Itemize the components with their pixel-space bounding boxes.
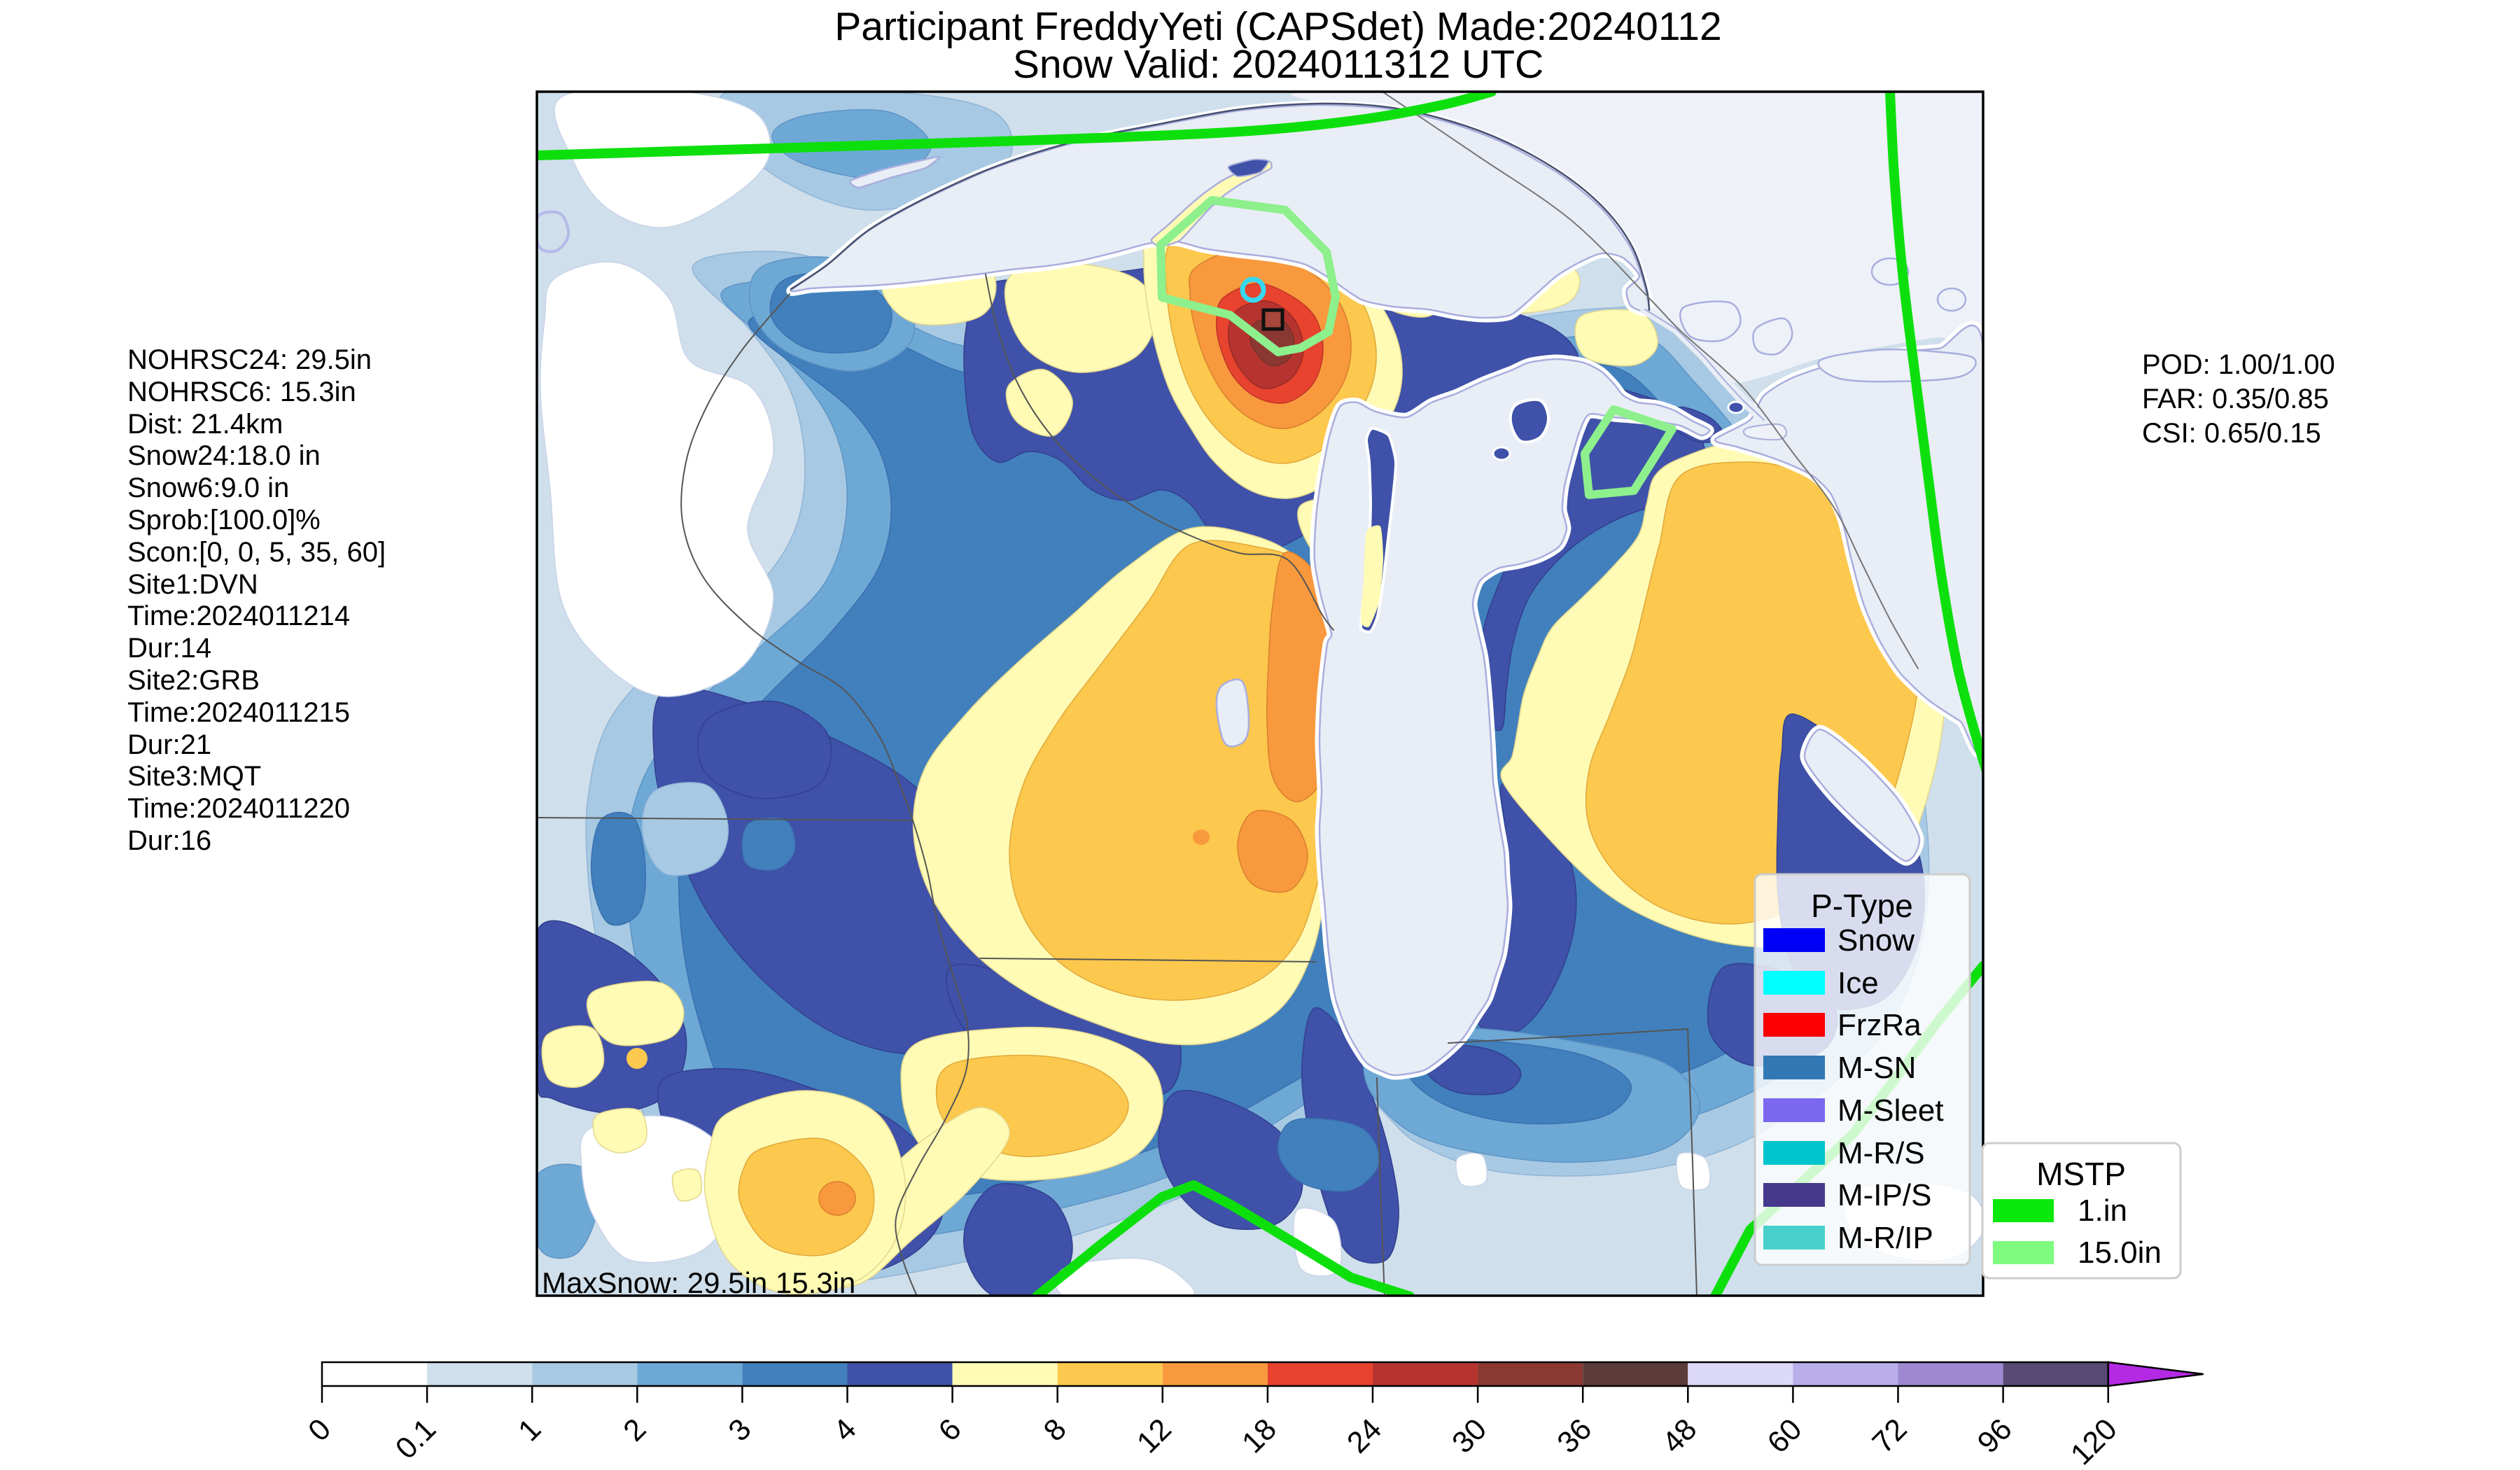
- svg-text:M-SN: M-SN: [1837, 1051, 1916, 1085]
- svg-text:Dur:14: Dur:14: [127, 633, 211, 664]
- svg-text:Snow Valid: 2024011312 UTC: Snow Valid: 2024011312 UTC: [1013, 42, 1544, 87]
- svg-text:CSI: 0.65/0.15: CSI: 0.65/0.15: [2142, 418, 2321, 449]
- svg-text:Snow24:18.0 in: Snow24:18.0 in: [127, 440, 321, 471]
- svg-text:Dur:16: Dur:16: [127, 825, 211, 856]
- svg-text:M-Sleet: M-Sleet: [1837, 1093, 1944, 1128]
- svg-text:1.in: 1.in: [2078, 1194, 2127, 1228]
- svg-text:Site1:DVN: Site1:DVN: [127, 569, 258, 600]
- svg-text:Snow6:9.0 in: Snow6:9.0 in: [127, 472, 289, 503]
- svg-text:Scon:[0, 0, 5, 35, 60]: Scon:[0, 0, 5, 35, 60]: [127, 537, 386, 568]
- svg-text:15.0in: 15.0in: [2078, 1236, 2162, 1270]
- svg-text:NOHRSC6: 15.3in: NOHRSC6: 15.3in: [127, 377, 356, 407]
- svg-text:P-Type: P-Type: [1811, 888, 1913, 924]
- svg-text:Participant FreddyYeti (CAPSde: Participant FreddyYeti (CAPSdet) Made:20…: [834, 4, 1721, 49]
- svg-text:Dur:21: Dur:21: [127, 729, 211, 760]
- svg-text:POD: 1.00/1.00: POD: 1.00/1.00: [2142, 349, 2335, 380]
- svg-text:Time:2024011215: Time:2024011215: [127, 697, 350, 728]
- svg-text:FAR: 0.35/0.85: FAR: 0.35/0.85: [2142, 384, 2329, 414]
- svg-text:FrzRa: FrzRa: [1837, 1008, 1921, 1042]
- svg-text:Site2:GRB: Site2:GRB: [127, 665, 260, 696]
- svg-text:MSTP: MSTP: [2036, 1156, 2126, 1192]
- svg-text:Sprob:[100.0]%: Sprob:[100.0]%: [127, 505, 321, 536]
- svg-text:NOHRSC24: 29.5in: NOHRSC24: 29.5in: [127, 344, 372, 375]
- svg-text:Ice: Ice: [1837, 966, 1879, 1000]
- svg-text:M-R/S: M-R/S: [1837, 1136, 1925, 1170]
- svg-text:Snow: Snow: [1837, 923, 1914, 958]
- svg-text:Time:2024011220: Time:2024011220: [127, 793, 350, 824]
- svg-text:M-IP/S: M-IP/S: [1837, 1178, 1931, 1212]
- svg-text:Site3:MQT: Site3:MQT: [127, 761, 261, 792]
- svg-text:Dist: 21.4km: Dist: 21.4km: [127, 409, 283, 440]
- svg-text:Time:2024011214: Time:2024011214: [127, 601, 350, 631]
- svg-text:MaxSnow: 29.5in 15.3in: MaxSnow: 29.5in 15.3in: [542, 1266, 855, 1299]
- svg-text:M-R/IP: M-R/IP: [1837, 1221, 1933, 1255]
